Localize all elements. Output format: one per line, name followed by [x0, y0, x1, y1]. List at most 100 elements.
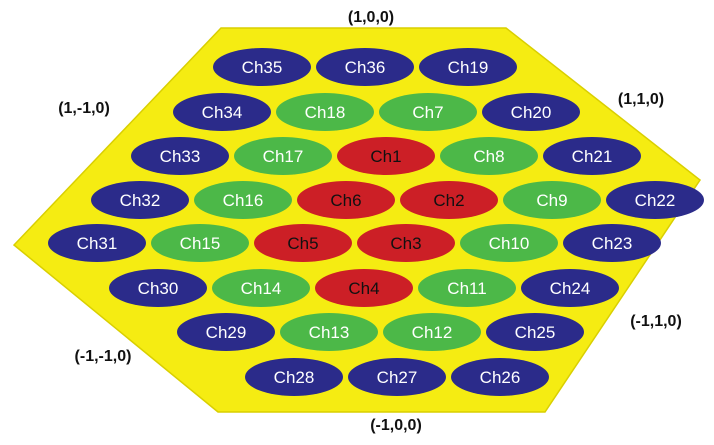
channel-ellipse — [91, 181, 189, 219]
channel-layer: Ch35 Ch36 Ch19 Ch34 Ch18 Ch7 Ch20 Ch33 Ch17 Ch1 Ch… — [48, 48, 704, 396]
channel-ch28: Ch28 — [245, 358, 343, 396]
channel-ellipse — [48, 224, 146, 262]
channel-ch23: Ch23 — [563, 224, 661, 262]
channel-label: Ch2 — [433, 191, 464, 210]
channel-label: Ch36 — [345, 58, 386, 77]
channel-ch4: Ch4 — [315, 269, 413, 307]
channel-label: Ch22 — [635, 191, 676, 210]
channel-label: Ch35 — [242, 58, 283, 77]
channel-label: Ch16 — [223, 191, 264, 210]
channel-ellipse — [337, 137, 435, 175]
channel-label: Ch17 — [263, 147, 304, 166]
channel-ch13: Ch13 — [280, 313, 378, 351]
channel-ch24: Ch24 — [521, 269, 619, 307]
channel-label: Ch23 — [592, 234, 633, 253]
channel-ellipse — [451, 358, 549, 396]
channel-ellipse — [521, 269, 619, 307]
channel-label: Ch12 — [412, 323, 453, 342]
channel-ch8: Ch8 — [440, 137, 538, 175]
channel-ch17: Ch17 — [234, 137, 332, 175]
corner-label-bottom: (-1,0,0) — [370, 417, 422, 434]
channel-ellipse — [543, 137, 641, 175]
channel-ellipse — [254, 224, 352, 262]
channel-ch3: Ch3 — [357, 224, 455, 262]
corner-label-upper-right: (1,1,0) — [618, 91, 664, 108]
channel-ch18: Ch18 — [276, 93, 374, 131]
corner-label-upper-left: (1,-1,0) — [58, 100, 110, 117]
channel-ellipse — [357, 224, 455, 262]
channel-label: Ch3 — [390, 234, 421, 253]
channel-ellipse — [315, 269, 413, 307]
channel-ellipse — [213, 48, 311, 86]
channel-ellipse — [297, 181, 395, 219]
channel-label: Ch30 — [138, 279, 179, 298]
channel-label: Ch26 — [480, 368, 521, 387]
channel-ch12: Ch12 — [383, 313, 481, 351]
channel-label: Ch34 — [202, 103, 243, 122]
channel-ellipse — [482, 93, 580, 131]
channel-ch25: Ch25 — [486, 313, 584, 351]
channel-label: Ch29 — [206, 323, 247, 342]
channel-label: Ch13 — [309, 323, 350, 342]
channel-ellipse — [460, 224, 558, 262]
channel-ch6: Ch6 — [297, 181, 395, 219]
channel-label: Ch31 — [77, 234, 118, 253]
channel-ch5: Ch5 — [254, 224, 352, 262]
channel-ellipse — [280, 313, 378, 351]
channel-label: Ch5 — [287, 234, 318, 253]
channel-ch16: Ch16 — [194, 181, 292, 219]
channel-ch10: Ch10 — [460, 224, 558, 262]
channel-ch15: Ch15 — [151, 224, 249, 262]
channel-ch11: Ch11 — [418, 269, 516, 307]
channel-label: Ch33 — [160, 147, 201, 166]
channel-label: Ch25 — [515, 323, 556, 342]
channel-ellipse — [212, 269, 310, 307]
channel-ch22: Ch22 — [606, 181, 704, 219]
channel-ellipse — [316, 48, 414, 86]
channel-ellipse — [234, 137, 332, 175]
channel-ellipse — [503, 181, 601, 219]
channel-ch32: Ch32 — [91, 181, 189, 219]
channel-ellipse — [151, 224, 249, 262]
channel-label: Ch9 — [536, 191, 567, 210]
channel-ellipse — [177, 313, 275, 351]
channel-ch34: Ch34 — [173, 93, 271, 131]
channel-label: Ch24 — [550, 279, 591, 298]
channel-label: Ch28 — [274, 368, 315, 387]
channel-ellipse — [109, 269, 207, 307]
channel-label: Ch11 — [447, 279, 486, 298]
corner-label-top: (1,0,0) — [348, 9, 394, 26]
channel-ellipse — [173, 93, 271, 131]
channel-ch30: Ch30 — [109, 269, 207, 307]
channel-ellipse — [606, 181, 704, 219]
channel-ch7: Ch7 — [379, 93, 477, 131]
channel-ellipse — [419, 48, 517, 86]
channel-ch1: Ch1 — [337, 137, 435, 175]
channel-label: Ch18 — [305, 103, 346, 122]
channel-ellipse — [418, 269, 516, 307]
channel-ch2: Ch2 — [400, 181, 498, 219]
channel-ellipse — [348, 358, 446, 396]
channel-ch31: Ch31 — [48, 224, 146, 262]
corner-label-lower-left: (-1,-1,0) — [75, 348, 132, 365]
channel-ellipse — [194, 181, 292, 219]
channel-label: Ch4 — [348, 279, 379, 298]
channel-label: Ch20 — [511, 103, 552, 122]
channel-label: Ch32 — [120, 191, 161, 210]
channel-ch27: Ch27 — [348, 358, 446, 396]
channel-ellipse — [486, 313, 584, 351]
channel-label: Ch8 — [473, 147, 504, 166]
channel-label: Ch21 — [572, 147, 613, 166]
channel-ellipse — [383, 313, 481, 351]
channel-ellipse — [440, 137, 538, 175]
channel-label: Ch14 — [241, 279, 282, 298]
channel-ch19: Ch19 — [419, 48, 517, 86]
channel-ch26: Ch26 — [451, 358, 549, 396]
channel-ellipse — [400, 181, 498, 219]
channel-ellipse — [245, 358, 343, 396]
channel-ellipse — [563, 224, 661, 262]
channel-label: Ch1 — [370, 147, 401, 166]
channel-label: Ch15 — [180, 234, 221, 253]
